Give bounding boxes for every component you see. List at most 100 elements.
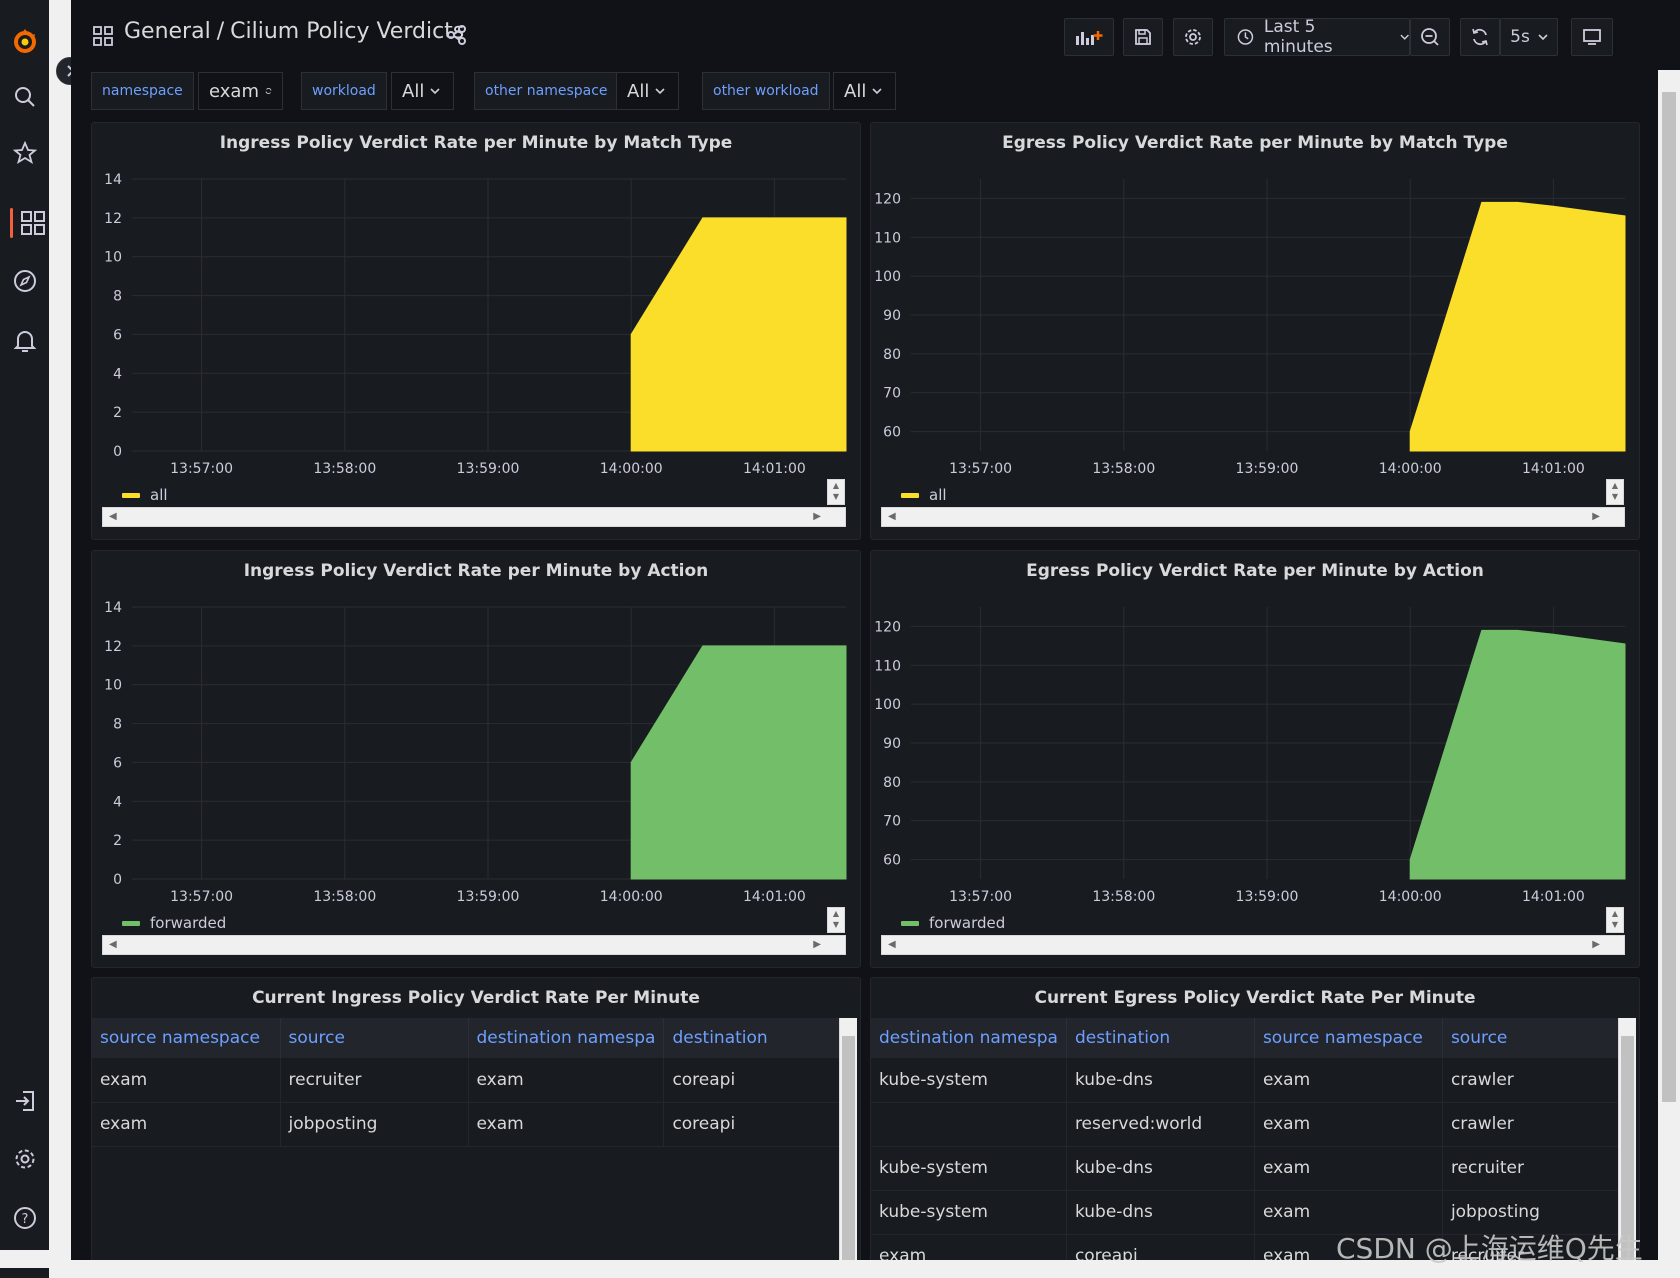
chevron-down-icon: [1538, 34, 1548, 41]
y-tick-label: 120: [874, 619, 901, 635]
legend-item[interactable]: forwarded: [122, 914, 226, 932]
variable-workload-select[interactable]: All: [391, 72, 454, 110]
save-icon: [1135, 29, 1151, 45]
variable-namespace-select[interactable]: exam: [198, 72, 283, 110]
x-tick-label: 14:00:00: [1379, 461, 1442, 477]
legend-horizontal-scrollbar[interactable]: ◀ ▶: [881, 507, 1625, 527]
active-indicator: [10, 208, 13, 238]
series-area-all[interactable]: [630, 217, 847, 452]
dashboards-icon[interactable]: [18, 208, 48, 238]
legend-item[interactable]: forwarded: [901, 914, 1005, 932]
legend-item[interactable]: all: [901, 486, 947, 504]
breadcrumb: General / Cilium Policy Verdicts: [124, 19, 464, 44]
svg-text:?: ?: [22, 1212, 29, 1227]
legend-scrollbar[interactable]: ▲ ▼: [1606, 907, 1624, 933]
configuration-gear-icon[interactable]: [10, 1144, 40, 1174]
column-header[interactable]: destination: [1066, 1018, 1255, 1058]
y-tick-label: 14: [104, 600, 122, 616]
legend-scrollbar[interactable]: ▲ ▼: [827, 907, 845, 933]
help-icon[interactable]: ?: [10, 1203, 40, 1233]
column-header[interactable]: source: [280, 1018, 469, 1058]
sidebar-vertical-scrollbar[interactable]: [49, 0, 71, 1278]
legend-horizontal-scrollbar[interactable]: ◀ ▶: [102, 935, 846, 955]
variable-other-workload-select[interactable]: All: [833, 72, 896, 110]
refresh-button[interactable]: [1460, 18, 1500, 56]
refresh-interval-label: 5s: [1510, 27, 1530, 47]
x-tick-label: 13:58:00: [1092, 889, 1155, 905]
y-tick-label: 10: [104, 678, 122, 694]
table-cell: [871, 1102, 1067, 1147]
sign-in-icon[interactable]: [10, 1086, 40, 1116]
panel-ingress-action: Ingress Policy Verdict Rate per Minute b…: [91, 550, 861, 968]
left-nav-sidebar: ?: [0, 0, 50, 1278]
y-tick-label: 120: [874, 191, 901, 207]
legend-item[interactable]: all: [122, 486, 168, 504]
panel-title[interactable]: Ingress Policy Verdict Rate per Minute b…: [243, 561, 709, 581]
panel-title[interactable]: Egress Policy Verdict Rate per Minute by…: [1002, 133, 1508, 153]
alerting-bell-icon[interactable]: [10, 326, 40, 356]
table-vertical-scrollbar[interactable]: [1618, 1018, 1636, 1276]
column-header[interactable]: source namespace: [1254, 1018, 1443, 1058]
add-panel-button[interactable]: [1064, 18, 1114, 56]
legend-scrollbar[interactable]: ▲ ▼: [1606, 479, 1624, 505]
starred-icon[interactable]: [10, 138, 40, 168]
series-area-forwarded[interactable]: [1409, 629, 1626, 880]
dashboard-top-bar: General / Cilium Policy Verdicts Last 5 mi…: [71, 0, 1680, 68]
page-title[interactable]: Cilium Policy Verdicts: [230, 19, 465, 44]
refresh-interval-picker[interactable]: 5s: [1500, 18, 1558, 56]
save-dashboard-button[interactable]: [1123, 18, 1163, 56]
column-header[interactable]: source: [1442, 1018, 1626, 1058]
table-vertical-scrollbar[interactable]: [839, 1018, 857, 1276]
table-cell: reserved:world: [1066, 1102, 1255, 1147]
breadcrumb-folder[interactable]: General: [124, 19, 211, 44]
sidebar-horizontal-scrollbar[interactable]: [0, 1250, 49, 1268]
y-tick-label: 6: [113, 327, 122, 343]
ingress-action-chart: 14 12 10 8 6 4 2 0 13:57:00 13:58:00 13:59:00 14:00…: [104, 600, 847, 905]
table-row: kube-system kube-dns exam crawler: [871, 1058, 1626, 1103]
panel-egress-match-type: Egress Policy Verdict Rate per Minute by…: [870, 122, 1640, 540]
dashboard-settings-button[interactable]: [1173, 18, 1213, 56]
panel-title[interactable]: Egress Policy Verdict Rate per Minute by…: [1026, 561, 1484, 581]
legend-horizontal-scrollbar[interactable]: ◀ ▶: [881, 935, 1625, 955]
ingress-match-chart: 14 12 10 8 6 4 2 0 13:57:00 13:58:00 13:59:00 14:00…: [104, 172, 847, 477]
panel-title[interactable]: Current Egress Policy Verdict Rate Per M…: [1034, 988, 1476, 1008]
x-tick-label: 13:57:00: [949, 461, 1012, 477]
time-range-picker[interactable]: Last 5 minutes: [1224, 17, 1410, 57]
legend-scrollbar[interactable]: ▲ ▼: [827, 479, 845, 505]
panel-title[interactable]: Current Ingress Policy Verdict Rate Per …: [252, 988, 700, 1008]
y-tick-label: 2: [113, 405, 122, 421]
page-horizontal-scrollbar[interactable]: [71, 1260, 1680, 1278]
series-area-all[interactable]: [1409, 201, 1626, 452]
explore-compass-icon[interactable]: [10, 266, 40, 296]
variable-other-workload-label: other workload: [702, 72, 830, 110]
x-tick-label: 13:59:00: [1236, 461, 1299, 477]
y-tick-label: 4: [113, 794, 122, 810]
search-icon[interactable]: [10, 82, 40, 112]
variable-other-namespace-select[interactable]: All: [616, 72, 679, 110]
legend-label: forwarded: [150, 914, 227, 932]
legend-horizontal-scrollbar[interactable]: ◀ ▶: [102, 507, 846, 527]
x-tick-label: 13:59:00: [1236, 889, 1299, 905]
series-area-forwarded[interactable]: [630, 645, 847, 880]
page-vertical-scrollbar[interactable]: [1658, 70, 1680, 1260]
column-header[interactable]: destination namespa: [871, 1018, 1067, 1058]
x-tick-label: 13:58:00: [1092, 461, 1155, 477]
cycle-view-mode-button[interactable]: [1571, 18, 1613, 56]
column-header[interactable]: destination: [663, 1018, 848, 1058]
table-cell: kube-system: [871, 1190, 1067, 1235]
column-header[interactable]: destination namespa: [468, 1018, 665, 1058]
column-header[interactable]: source namespace: [92, 1018, 281, 1058]
zoom-out-button[interactable]: [1410, 18, 1450, 56]
grafana-logo-icon[interactable]: [10, 26, 40, 56]
table-cell: exam: [1254, 1146, 1443, 1191]
add-panel-icon: [1076, 31, 1103, 45]
variable-namespace-label: namespace: [91, 72, 194, 110]
panel-title[interactable]: Ingress Policy Verdict Rate per Minute b…: [219, 133, 733, 153]
y-tick-label: 90: [883, 308, 901, 324]
zoom-out-icon: [1421, 28, 1439, 46]
clock-icon: [1237, 29, 1254, 45]
share-icon[interactable]: [446, 24, 468, 50]
table-cell: exam: [468, 1058, 665, 1103]
table-cell: kube-dns: [1066, 1146, 1255, 1191]
monitor-icon: [1583, 29, 1601, 45]
